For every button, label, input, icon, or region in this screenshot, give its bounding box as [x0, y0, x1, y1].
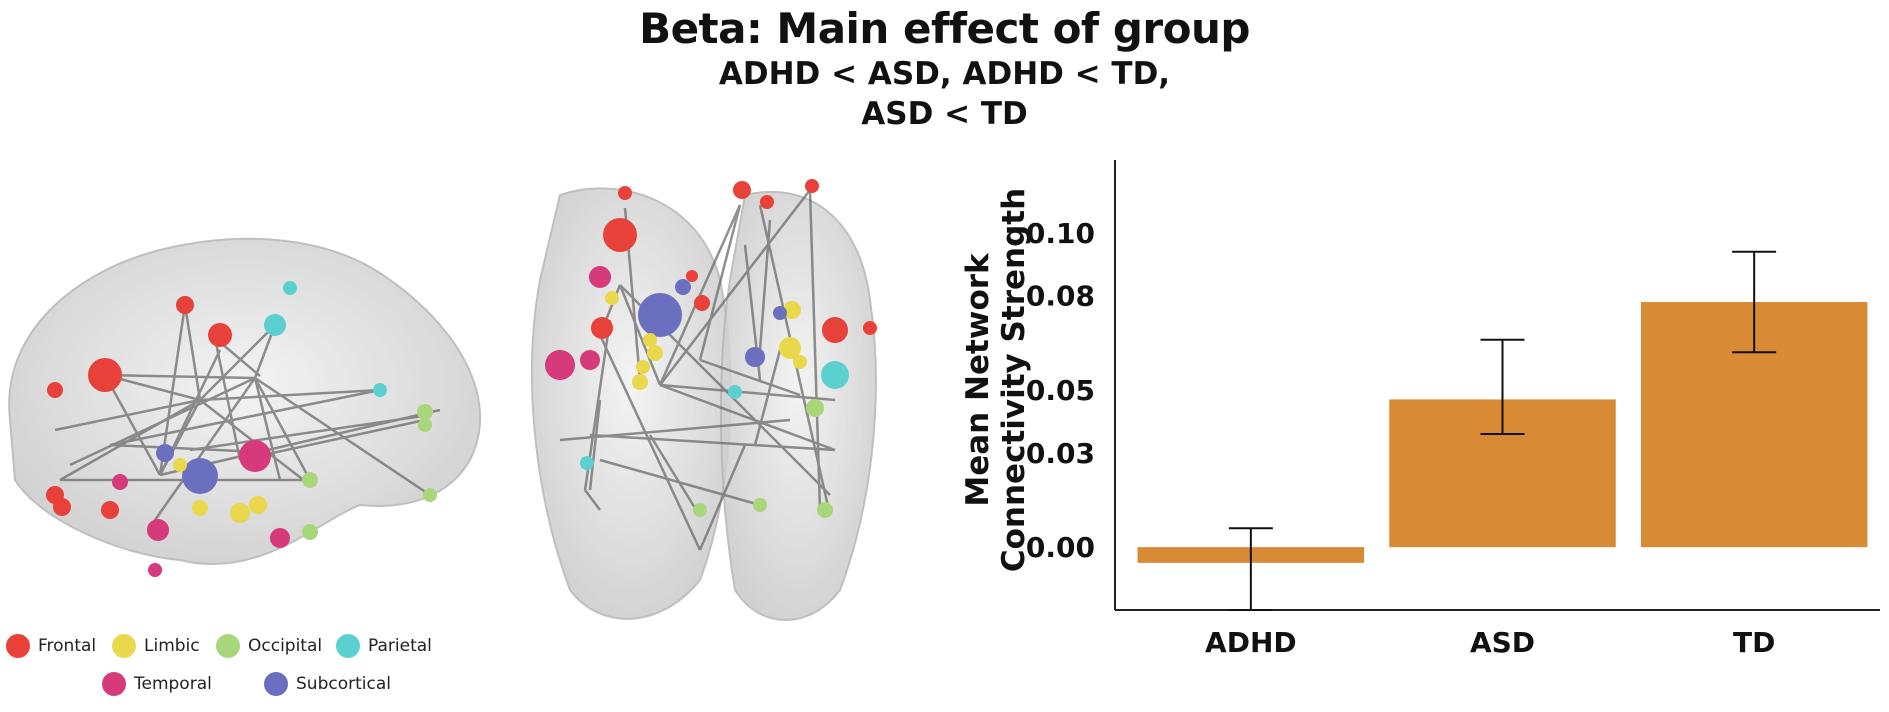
x-ticks: ADHD ASD TD	[1205, 626, 1775, 659]
legend-item-frontal: Frontal	[6, 634, 96, 658]
figure-title: Beta: Main effect of group	[639, 4, 1250, 53]
legend-label: Limbic	[144, 636, 200, 656]
error-bar-td	[1732, 250, 1777, 354]
parietal-dot-icon	[336, 634, 360, 658]
legend: Frontal Limbic Occipital Parietal Tempor…	[0, 630, 480, 710]
figure-subtitle: ADHD < ASD, ADHD < TD, ASD < TD	[718, 56, 1171, 132]
legend-label: Temporal	[134, 674, 212, 694]
occipital-dot-icon	[216, 634, 240, 658]
frontal-dot-icon	[6, 634, 30, 658]
error-bars	[1228, 250, 1777, 611]
temporal-dot-icon	[102, 672, 126, 696]
legend-item-occipital: Occipital	[216, 634, 322, 658]
sagittal-brain	[8, 237, 481, 577]
y-tick-label: 0.03	[1026, 437, 1095, 470]
x-tick-label: ASD	[1470, 626, 1535, 659]
x-tick-label: TD	[1733, 626, 1775, 659]
y-tick-label: 0.08	[1026, 280, 1095, 313]
y-tick-label: 0.05	[1026, 374, 1095, 407]
limbic-dot-icon	[112, 634, 136, 658]
legend-label: Occipital	[248, 636, 323, 656]
legend-item-subcortical: Subcortical	[264, 672, 391, 696]
error-bar-asd	[1480, 338, 1525, 435]
y-axis-label: Mean Network Connectivity Strength	[960, 188, 1032, 572]
axial-brain	[530, 179, 877, 621]
legend-item-temporal: Temporal	[102, 672, 212, 696]
y-axis-label-line: Connectivity Strength	[996, 188, 1032, 572]
figure-title-block: Beta: Main effect of group ADHD < ASD, A…	[0, 4, 1889, 134]
error-bar-adhd	[1228, 527, 1273, 611]
legend-label: Subcortical	[296, 674, 391, 694]
legend-item-parietal: Parietal	[336, 634, 432, 658]
subcortical-dot-icon	[264, 672, 288, 696]
legend-label: Parietal	[368, 636, 432, 656]
brain-network-figure	[8, 179, 877, 621]
y-axis-label-line: Mean Network	[960, 252, 996, 507]
x-tick-label: ADHD	[1205, 626, 1297, 659]
y-tick-label: 0.10	[1026, 217, 1095, 250]
legend-label: Frontal	[38, 636, 97, 656]
legend-item-limbic: Limbic	[112, 634, 200, 658]
y-ticks: 0.00 0.03 0.05 0.08 0.10	[1026, 217, 1095, 564]
y-tick-label: 0.00	[1026, 531, 1095, 564]
bar-chart: Mean Network Connectivity Strength 0.000.…	[960, 160, 1880, 659]
